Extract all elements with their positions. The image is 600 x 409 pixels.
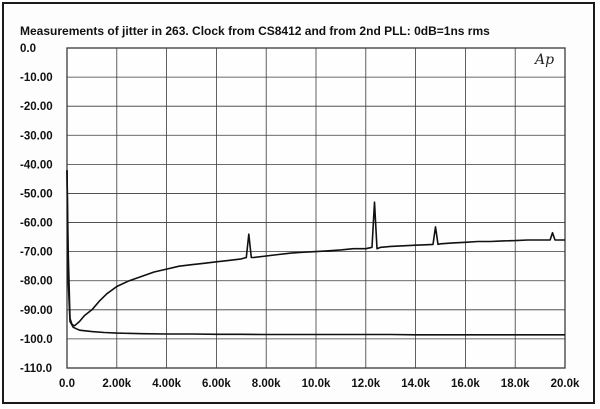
y-tick-label: -90.00 bbox=[20, 305, 53, 317]
x-tick-label: 2.00k bbox=[102, 378, 131, 390]
y-tick-label: -100.0 bbox=[20, 334, 53, 346]
x-tick-label: 4.00k bbox=[152, 378, 181, 390]
series-line-2 bbox=[66, 170, 565, 336]
series-layer bbox=[66, 170, 565, 336]
x-tick-label: 20.0k bbox=[551, 378, 580, 390]
y-tick-label: 0.0 bbox=[20, 43, 36, 55]
y-axis-labels: 0.0 -10.00 -20.00 -30.00 -40.00 -50.00 -60.00 -… bbox=[20, 43, 53, 375]
x-tick-label: 8.00k bbox=[252, 378, 281, 390]
y-tick-label: -10.00 bbox=[20, 72, 53, 84]
x-tick-label: 10.0k bbox=[302, 378, 331, 390]
y-tick-label: -60.00 bbox=[20, 218, 53, 230]
x-axis-labels: 0.0 2.00k 4.00k 6.00k 8.00k 10.0k 12.0k 14.0k 16… bbox=[59, 378, 580, 390]
ap-logo: Ap bbox=[533, 52, 554, 68]
x-tick-label: 12.0k bbox=[351, 378, 380, 390]
y-tick-label: -20.00 bbox=[20, 101, 53, 113]
x-tick-label: 6.00k bbox=[202, 378, 231, 390]
x-tick-label: 14.0k bbox=[401, 378, 430, 390]
chart-title: Measurements of jitter in 263. Clock fro… bbox=[20, 24, 490, 38]
x-tick-label: 0.0 bbox=[59, 378, 75, 390]
y-tick-label: -80.00 bbox=[20, 276, 53, 288]
y-tick-label: -110.0 bbox=[20, 363, 52, 375]
x-tick-label: 16.0k bbox=[451, 378, 480, 390]
y-tick-label: -30.00 bbox=[20, 130, 53, 142]
y-tick-label: -40.00 bbox=[20, 159, 53, 171]
y-tick-label: -50.00 bbox=[20, 188, 53, 200]
series-line-1 bbox=[66, 170, 565, 327]
y-tick-label: -70.00 bbox=[20, 247, 53, 259]
x-tick-label: 18.0k bbox=[501, 378, 530, 390]
